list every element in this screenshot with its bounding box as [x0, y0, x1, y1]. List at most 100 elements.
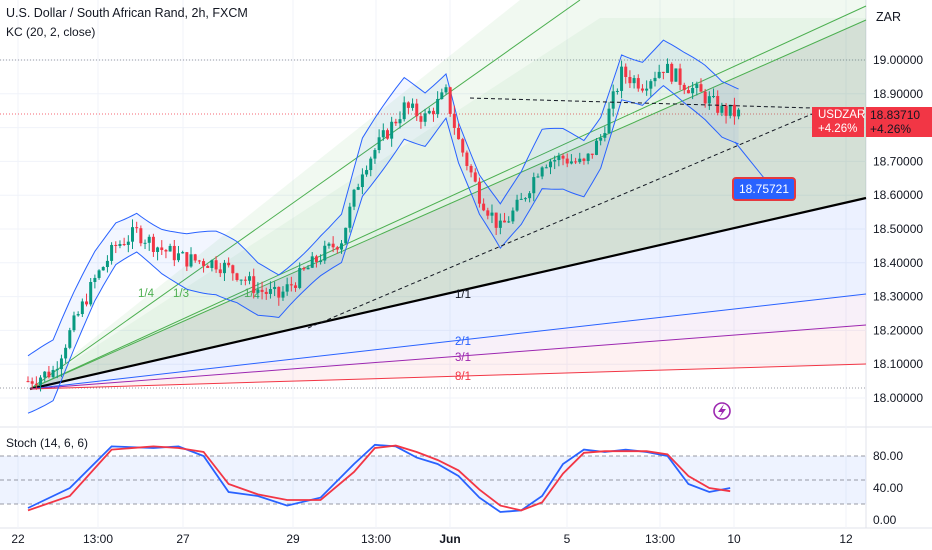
candle-body [402, 102, 406, 120]
candle-body [586, 153, 590, 161]
candle-body [511, 210, 515, 222]
candle-body [381, 130, 385, 138]
candle-body [682, 84, 686, 91]
candle-body [486, 210, 490, 216]
candle-body [156, 247, 160, 252]
candle-body [477, 181, 481, 204]
candle-body [143, 242, 147, 244]
indicator-label: KC (20, 2, close) [6, 25, 96, 39]
candle-body [51, 369, 55, 378]
price-tick-label: 18.70000 [873, 154, 923, 168]
time-tick-label: 5 [564, 532, 571, 546]
fan-label: 1/1 [455, 289, 471, 301]
channel-lower [27, 84, 739, 414]
time-tick-label: 22 [11, 532, 25, 546]
candle-body [369, 158, 373, 171]
candle-body [214, 260, 218, 270]
candle-body [582, 158, 586, 161]
candle-body [298, 268, 302, 288]
stoch-tick-label: 0.00 [873, 513, 897, 527]
candle-body [47, 371, 51, 378]
time-tick-label: 29 [286, 532, 300, 546]
candle-body [603, 133, 607, 138]
candle-body [707, 96, 711, 104]
stoch-tick-label: 80.00 [873, 449, 903, 463]
candle-body [176, 253, 180, 261]
candle-body [110, 244, 114, 261]
candle-body [569, 161, 573, 164]
candle-body [498, 220, 502, 228]
candle-body [415, 103, 419, 117]
candle-body [118, 244, 122, 246]
candle-body [578, 158, 582, 163]
currency-label[interactable]: ZAR [876, 10, 901, 24]
candle-body [469, 165, 473, 173]
candle-body [344, 227, 348, 244]
candle-body [670, 63, 674, 82]
candle-body [737, 109, 741, 117]
price-tick-label: 18.00000 [873, 391, 923, 405]
candle-body [645, 88, 649, 91]
candle-body [260, 289, 264, 292]
price-tag-change-axis: +4.26% [870, 122, 911, 136]
candle-body [678, 68, 682, 85]
candle-body [97, 270, 101, 278]
candle-body [139, 228, 143, 244]
candle-body [686, 90, 690, 94]
candle-body [544, 167, 548, 169]
candle-body [160, 247, 164, 251]
candle-body [461, 139, 465, 153]
chart-title: U.S. Dollar / South African Rand, 2h, FX… [6, 6, 248, 20]
price-tag-symbol: USDZAR [818, 109, 866, 121]
fan-line-1-1 [29, 196, 867, 391]
lightning-icon[interactable] [713, 402, 731, 420]
candle-body [594, 140, 598, 155]
candle-body [565, 158, 569, 164]
candle-body [277, 286, 281, 298]
candle-body [561, 155, 565, 159]
candle-body [373, 150, 377, 159]
candle-body [411, 103, 415, 108]
candle-body [360, 174, 364, 188]
candle-body [151, 236, 155, 252]
candle-body [519, 198, 523, 200]
candle-body [666, 63, 670, 73]
candle-body [252, 276, 256, 293]
candle-body [549, 161, 552, 168]
candle-body [210, 260, 214, 268]
candle-body [419, 116, 423, 122]
candle-body [181, 252, 185, 254]
fan-line-2-1 [29, 293, 867, 390]
candle-body [135, 227, 139, 229]
candle-body [268, 289, 272, 294]
candle-body [264, 291, 268, 294]
candle-body [273, 286, 277, 290]
candle-body [26, 381, 30, 383]
candle-body [281, 291, 285, 298]
last-price-tag: USDZAR +4.26% [812, 107, 866, 137]
candle-body [327, 243, 331, 246]
candle-body [85, 301, 89, 305]
price-callout[interactable]: 18.75721 [732, 177, 796, 201]
candle-body [105, 260, 109, 268]
candle-body [248, 276, 252, 281]
candle-body [615, 90, 619, 92]
candle-body [503, 220, 507, 223]
candle-body [314, 256, 318, 262]
candle-body [222, 262, 226, 274]
candle-body [55, 369, 59, 371]
candle-body [724, 105, 728, 116]
candle-body [202, 261, 206, 266]
candle-body [590, 153, 594, 155]
price-tick-label: 18.40000 [873, 256, 923, 270]
candle-body [289, 284, 293, 286]
dashed-support-line [307, 113, 813, 329]
candle-body [716, 96, 720, 113]
candle-body [636, 78, 640, 89]
fan-line-1-3 [29, 19, 867, 390]
candle-body [465, 152, 469, 166]
fan-label: 3/1 [455, 352, 471, 364]
candle-body [197, 260, 201, 262]
time-tick-label: 13:00 [645, 532, 675, 546]
